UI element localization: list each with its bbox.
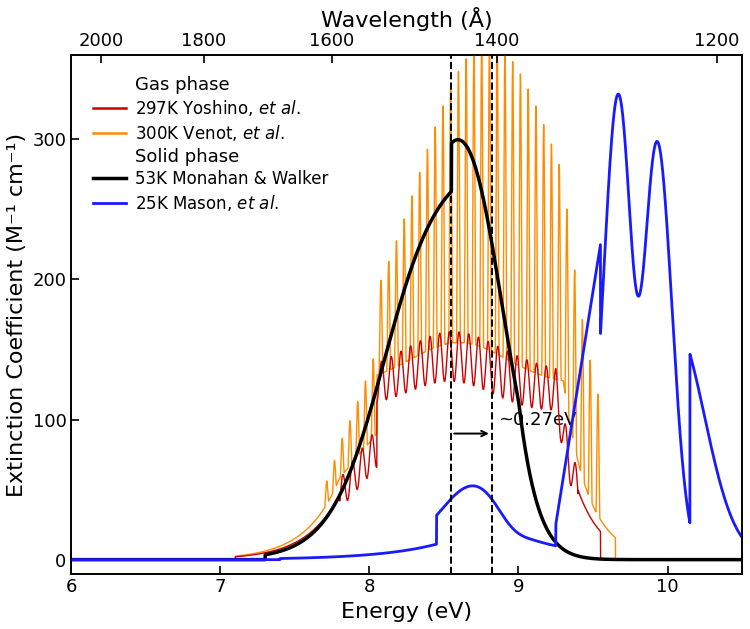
X-axis label: Energy (eV): Energy (eV) bbox=[341, 602, 472, 622]
Y-axis label: Extinction Coefficient (M⁻¹ cm⁻¹): Extinction Coefficient (M⁻¹ cm⁻¹) bbox=[7, 133, 27, 496]
Text: ~0.27eV: ~0.27eV bbox=[498, 411, 576, 430]
Legend: Gas phase, 297K Yoshino, $\it{et\ al.}$, 300K Venot, $\it{et\ al.}$, Solid phase: Gas phase, 297K Yoshino, $\it{et\ al.}$,… bbox=[86, 69, 334, 220]
X-axis label: Wavelength (Å): Wavelength (Å) bbox=[321, 7, 493, 31]
